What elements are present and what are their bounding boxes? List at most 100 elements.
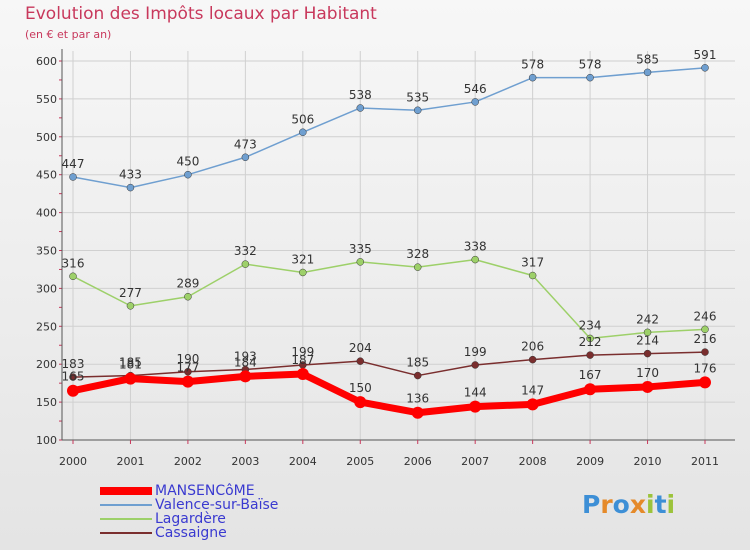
axes: 100 150 200 250 300 350 400 450 500 550 600 2000 200… xyxy=(36,49,735,468)
y-tick-label: 600 xyxy=(36,55,57,68)
data-label: 199 xyxy=(464,345,487,359)
data-point xyxy=(356,258,365,266)
data-label: 433 xyxy=(119,168,142,182)
data-point xyxy=(528,271,537,280)
data-label: 335 xyxy=(349,242,372,256)
y-tick-label: 400 xyxy=(36,207,57,220)
logo-letter: i xyxy=(666,490,676,519)
data-point xyxy=(586,351,594,359)
y-tick-label: 550 xyxy=(36,93,57,106)
data-point xyxy=(354,396,367,409)
data-label: 535 xyxy=(406,90,429,104)
data-labels: 447 433 450 473 506 538 535 546 578 578 585 591 316 2… xyxy=(62,48,717,406)
data-point xyxy=(643,328,652,337)
y-tick-label: 200 xyxy=(36,358,57,371)
data-point xyxy=(181,375,194,388)
legend-label-valence-sur-baise: Valence-sur-Baïse xyxy=(155,497,279,513)
logo-letter: r xyxy=(600,490,613,519)
series-line-0 xyxy=(69,370,709,417)
legend: MANSENCôME Valence-sur-Baïse Lagardère C… xyxy=(100,483,279,541)
chart-subtitle: (en € et par an) xyxy=(25,28,112,41)
y-tick-label: 100 xyxy=(36,434,57,447)
data-label: 316 xyxy=(62,256,85,270)
data-label: 538 xyxy=(349,88,372,102)
data-point xyxy=(67,384,79,397)
data-point xyxy=(411,406,424,419)
data-point xyxy=(471,98,479,106)
x-tick-label: 2004 xyxy=(289,455,317,468)
data-label: 473 xyxy=(234,137,257,151)
data-label: 338 xyxy=(464,240,487,254)
gridlines xyxy=(62,51,735,440)
data-label: 206 xyxy=(521,340,544,354)
data-label: 204 xyxy=(349,341,372,355)
legend-item-mansencome[interactable]: MANSENCôME xyxy=(100,483,278,499)
data-point xyxy=(413,263,422,271)
legend-swatch-lagardere xyxy=(100,518,152,520)
data-label: 585 xyxy=(636,52,659,66)
legend-item-valence-sur-baise[interactable]: Valence-sur-Baïse xyxy=(100,497,279,513)
data-label: 321 xyxy=(291,252,314,266)
x-tick-label: 2001 xyxy=(116,455,144,468)
data-label: 181 xyxy=(119,358,142,372)
data-point xyxy=(296,368,309,381)
data-label: 328 xyxy=(406,247,429,261)
data-point xyxy=(471,361,479,369)
logo-letter: P xyxy=(582,490,601,519)
data-label: 289 xyxy=(176,277,199,291)
data-point xyxy=(126,302,135,310)
data-label: 170 xyxy=(636,366,659,380)
logo-letter: t xyxy=(654,490,667,519)
data-label: 234 xyxy=(579,318,602,332)
data-point xyxy=(299,128,307,137)
data-point xyxy=(586,73,594,82)
data-label: 177 xyxy=(176,361,199,375)
data-point xyxy=(641,380,654,393)
data-point xyxy=(528,355,537,364)
data-point xyxy=(643,349,652,358)
series-line-1 xyxy=(72,67,706,189)
data-point xyxy=(184,170,192,179)
data-point xyxy=(413,371,422,380)
data-point xyxy=(701,325,709,334)
data-point xyxy=(471,255,479,264)
data-label: 165 xyxy=(62,370,85,384)
data-point xyxy=(239,370,252,383)
legend-item-cassaigne[interactable]: Cassaigne xyxy=(100,525,278,541)
data-point xyxy=(413,106,422,115)
data-label: 242 xyxy=(636,312,659,326)
chart-title: Evolution des Impôts locaux par Habitant xyxy=(25,4,377,24)
legend-item-lagardere[interactable]: Lagardère xyxy=(100,511,278,527)
data-point xyxy=(356,357,365,365)
series-line-2 xyxy=(72,258,706,340)
y-tick-label: 150 xyxy=(36,396,57,409)
legend-label-lagardere: Lagardère xyxy=(155,511,226,527)
data-label: 578 xyxy=(521,58,544,72)
data-point xyxy=(356,104,365,112)
y-tick-label: 500 xyxy=(36,131,57,144)
legend-label-cassaigne: Cassaigne xyxy=(155,525,227,541)
data-label: 506 xyxy=(291,112,314,126)
logo-letter: x xyxy=(629,490,646,519)
x-tick-label: 2000 xyxy=(59,455,87,468)
y-tick-label: 300 xyxy=(36,282,57,295)
y-tick-label: 350 xyxy=(36,245,57,258)
data-point xyxy=(69,173,77,181)
data-point xyxy=(184,368,192,376)
data-point xyxy=(584,383,597,396)
data-point xyxy=(643,68,652,77)
logo-letter: i xyxy=(646,490,655,519)
legend-swatch-valence-sur-baise xyxy=(100,504,152,506)
x-tick-label: 2009 xyxy=(576,455,604,468)
data-label: 185 xyxy=(119,356,142,370)
data-label: 147 xyxy=(521,383,544,397)
data-label: 450 xyxy=(176,155,199,169)
data-label: 144 xyxy=(464,386,487,400)
data-label: 246 xyxy=(694,309,717,323)
data-label: 214 xyxy=(636,334,659,348)
data-label: 190 xyxy=(176,352,199,366)
data-point xyxy=(124,372,137,385)
legend-swatch-cassaigne xyxy=(100,532,152,534)
data-label: 150 xyxy=(349,381,372,395)
